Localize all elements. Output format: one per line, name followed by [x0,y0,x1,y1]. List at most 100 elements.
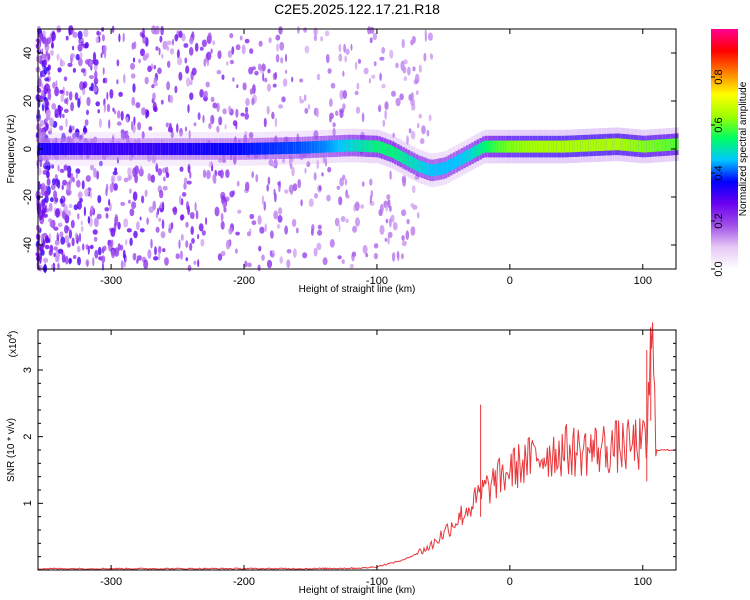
spectrogram-cell [369,178,373,186]
ridge-cell [258,142,262,155]
spectrogram-cell [285,53,287,63]
ridge-cell [101,143,105,155]
spectrogram-cell [132,57,136,63]
ridge-cell [487,140,490,153]
ridge-cell [402,151,405,164]
spectrogram-cell [281,96,286,103]
spectrogram-cell [158,217,162,222]
spectrogram-cell [338,43,342,53]
spectrogram-cell [137,255,142,261]
spectrogram-cell [278,104,284,109]
spectrogram-cell [132,191,138,201]
ridge-cell [662,139,666,152]
spectrogram-cell [139,228,145,233]
spectrogram-cell [326,53,330,64]
ridge-cell [551,140,554,153]
spectrogram-cell [185,240,189,248]
spectrogram-cell [421,125,426,135]
ridge-cell [458,154,461,167]
ridge-cell [147,143,150,155]
spectrogram-cell [64,98,68,104]
spectrogram-cell [373,252,378,260]
spectrogram-cell [125,239,128,246]
spectrogram-cell [235,231,240,236]
ridge-cell [543,140,546,153]
ridge-cell [657,139,660,152]
colorbar-tick-label: 0.4 [713,165,725,180]
ridge-cell [269,142,272,155]
ridge-cell [170,143,174,155]
spectrogram-cell [338,196,343,206]
spectrogram-cell [322,257,328,266]
spectrogram-cell [151,63,154,69]
spectrogram-cell [222,108,227,115]
spectrogram-cell [402,177,407,187]
ridge-cell [46,143,49,155]
ridge-cell [583,139,586,152]
x-tick-label: 0 [507,576,513,588]
ridge-cell [327,140,331,153]
spectrogram-cell [365,252,369,258]
ridge-cell [109,143,113,155]
ridge-cell [279,142,283,155]
spectrogram-cell [61,254,66,263]
spectrogram-cell [266,105,270,115]
spectrogram-cell [155,25,160,35]
spectrogram-cell [235,248,238,254]
ridge-cell [673,138,676,151]
spectrogram-cell [178,239,181,249]
spectrogram-cell [87,245,90,255]
spectrogram-cell [169,122,172,132]
ridge-cell [548,140,551,153]
ridge-cell [173,143,177,155]
spectrogram-cell [187,104,190,114]
spectrogram-cell [258,245,262,252]
spectrogram-cell [68,29,71,36]
spectrogram-cell [117,221,121,230]
spectrogram-cell [122,32,125,43]
spectrogram-cell [77,191,83,199]
spectrogram-cell [427,32,433,41]
spectrogram-cell [68,229,72,239]
spectrogram-cell [110,175,116,183]
spectrogram-cell [153,256,159,261]
spectrogram-cell [160,99,164,105]
ridge-cell [391,146,395,159]
spectrogram-cell [155,211,158,219]
spectrogram-cell [174,34,179,42]
spectrogram-cell [165,172,170,179]
spectrogram-cell [387,231,393,238]
ridge-cell [521,140,525,153]
spectrogram-cell [170,222,174,230]
spectrogram-cell [201,39,207,48]
x-tick-label: -100 [366,576,388,588]
ridge-cell [394,147,397,160]
ridge-cell [505,140,509,153]
spectrogram-cell [78,38,81,44]
spectrogram-cell [244,112,249,120]
ridge-cell [117,143,121,155]
spectrogram-cell [237,209,242,214]
spectrogram-cell [179,127,183,137]
spectrogram-cell [288,184,294,194]
spectrogram-cell [369,26,375,34]
ridge-cell [383,143,387,155]
ridge-cell [208,143,211,155]
spectrogram-cell [189,92,194,101]
ridge-cell [596,139,599,152]
spectrogram-cell [52,178,56,186]
spectrogram-cell [302,252,308,259]
spectrogram-cell [368,77,371,84]
spectrogram-cell [306,161,311,168]
spectrogram-cell [314,193,318,199]
spectrogram-cell [151,25,157,35]
spectrogram-cell [59,89,64,94]
spectrogram-cell [257,264,261,272]
spectrogram-cell [371,74,376,79]
spectrogram-cell [264,77,268,83]
spectrogram-cell [161,53,164,59]
y-tick-label: 1 [22,500,34,506]
spectrogram-cell [186,77,191,87]
snr-y-scale: (x104) [7,331,19,358]
ridge-cell [317,140,320,153]
